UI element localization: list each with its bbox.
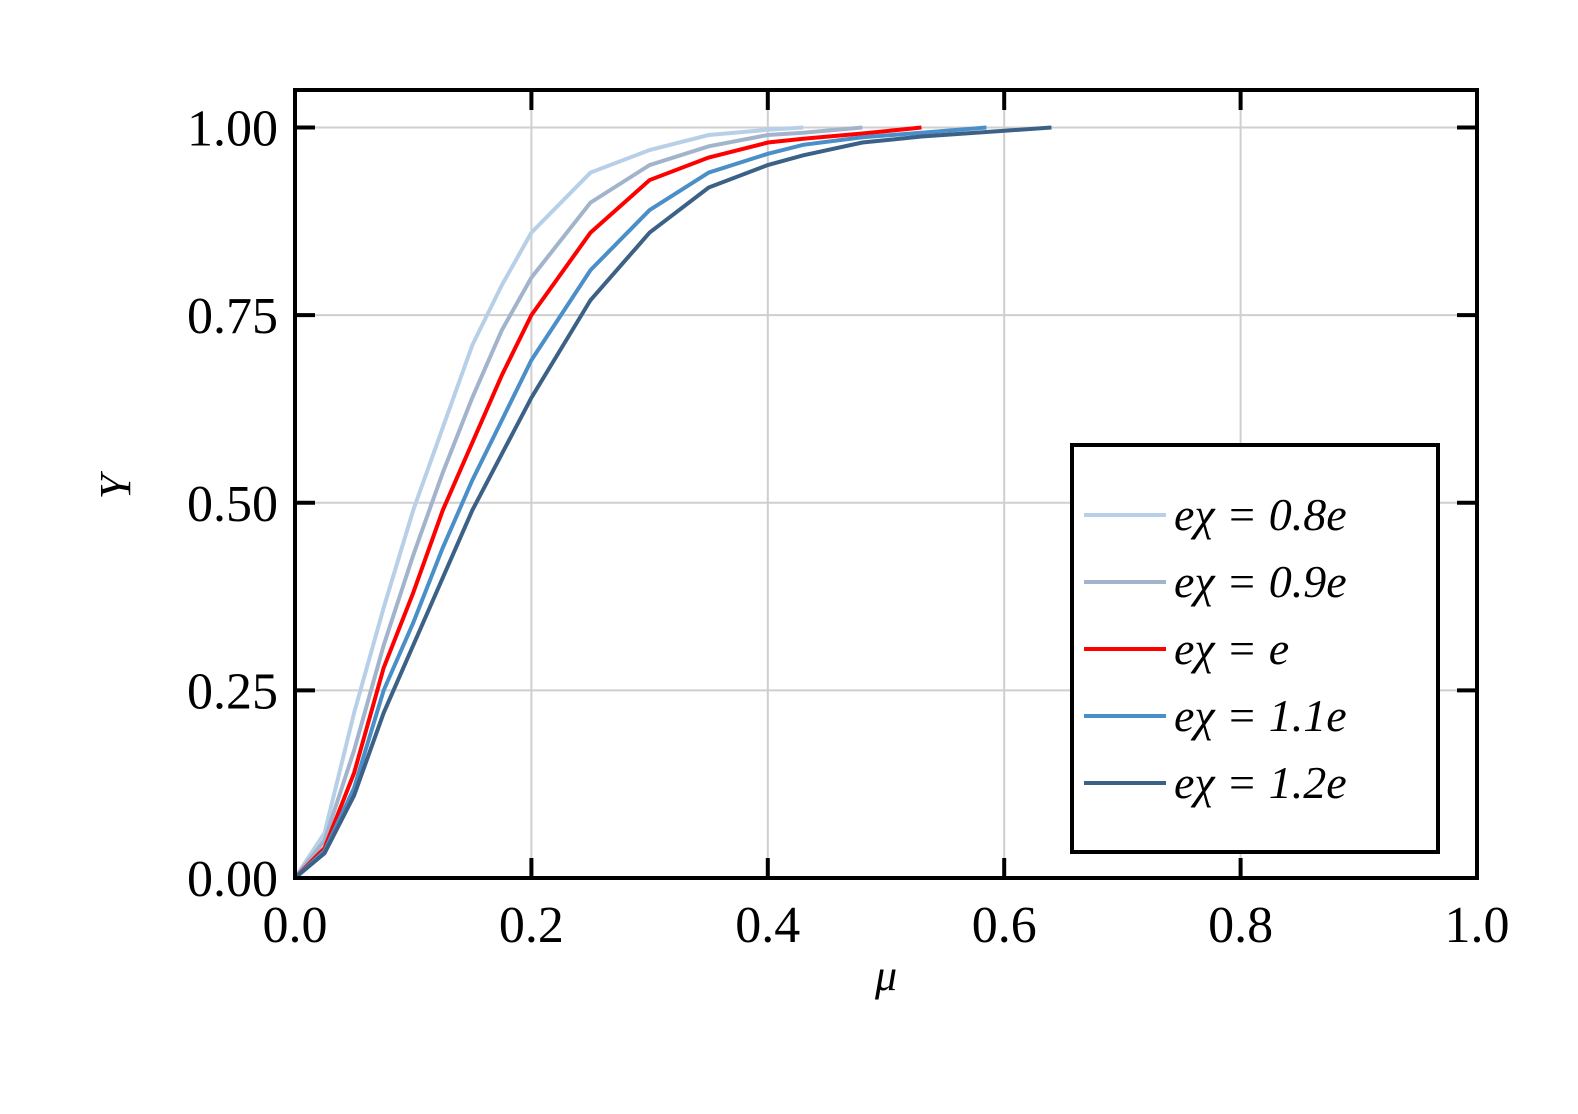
x-tick-label: 0.0: [263, 897, 328, 954]
series-line: [293, 125, 804, 880]
series-line: [293, 125, 922, 880]
series-line: [293, 125, 863, 880]
x-tick-label: 0.8: [1208, 897, 1273, 954]
x-tick-label: 1.0: [1445, 897, 1510, 954]
legend-label: eχ = 1.2e: [1174, 757, 1347, 808]
y-tick-label: 0.75: [187, 288, 278, 345]
legend-label: eχ = e: [1174, 623, 1289, 674]
y-tick-label: 0.25: [187, 663, 278, 720]
series-line: [293, 125, 1052, 880]
series-line: [293, 125, 987, 880]
legend-label: eχ = 0.8e: [1174, 489, 1347, 540]
y-tick-label: 0.00: [187, 851, 278, 908]
x-tick-label: 0.4: [735, 897, 800, 954]
x-tick-label: 0.2: [499, 897, 564, 954]
y-tick-label: 1.00: [187, 101, 278, 158]
legend-label: eχ = 0.9e: [1174, 556, 1347, 607]
y-tick-label: 0.50: [187, 476, 278, 533]
x-tick-label: 0.6: [972, 897, 1037, 954]
plot-frame: [293, 88, 1479, 880]
y-axis-label: Y: [91, 470, 140, 499]
x-axis-label: μ: [874, 951, 897, 1000]
legend-label: eχ = 1.1e: [1174, 690, 1347, 741]
